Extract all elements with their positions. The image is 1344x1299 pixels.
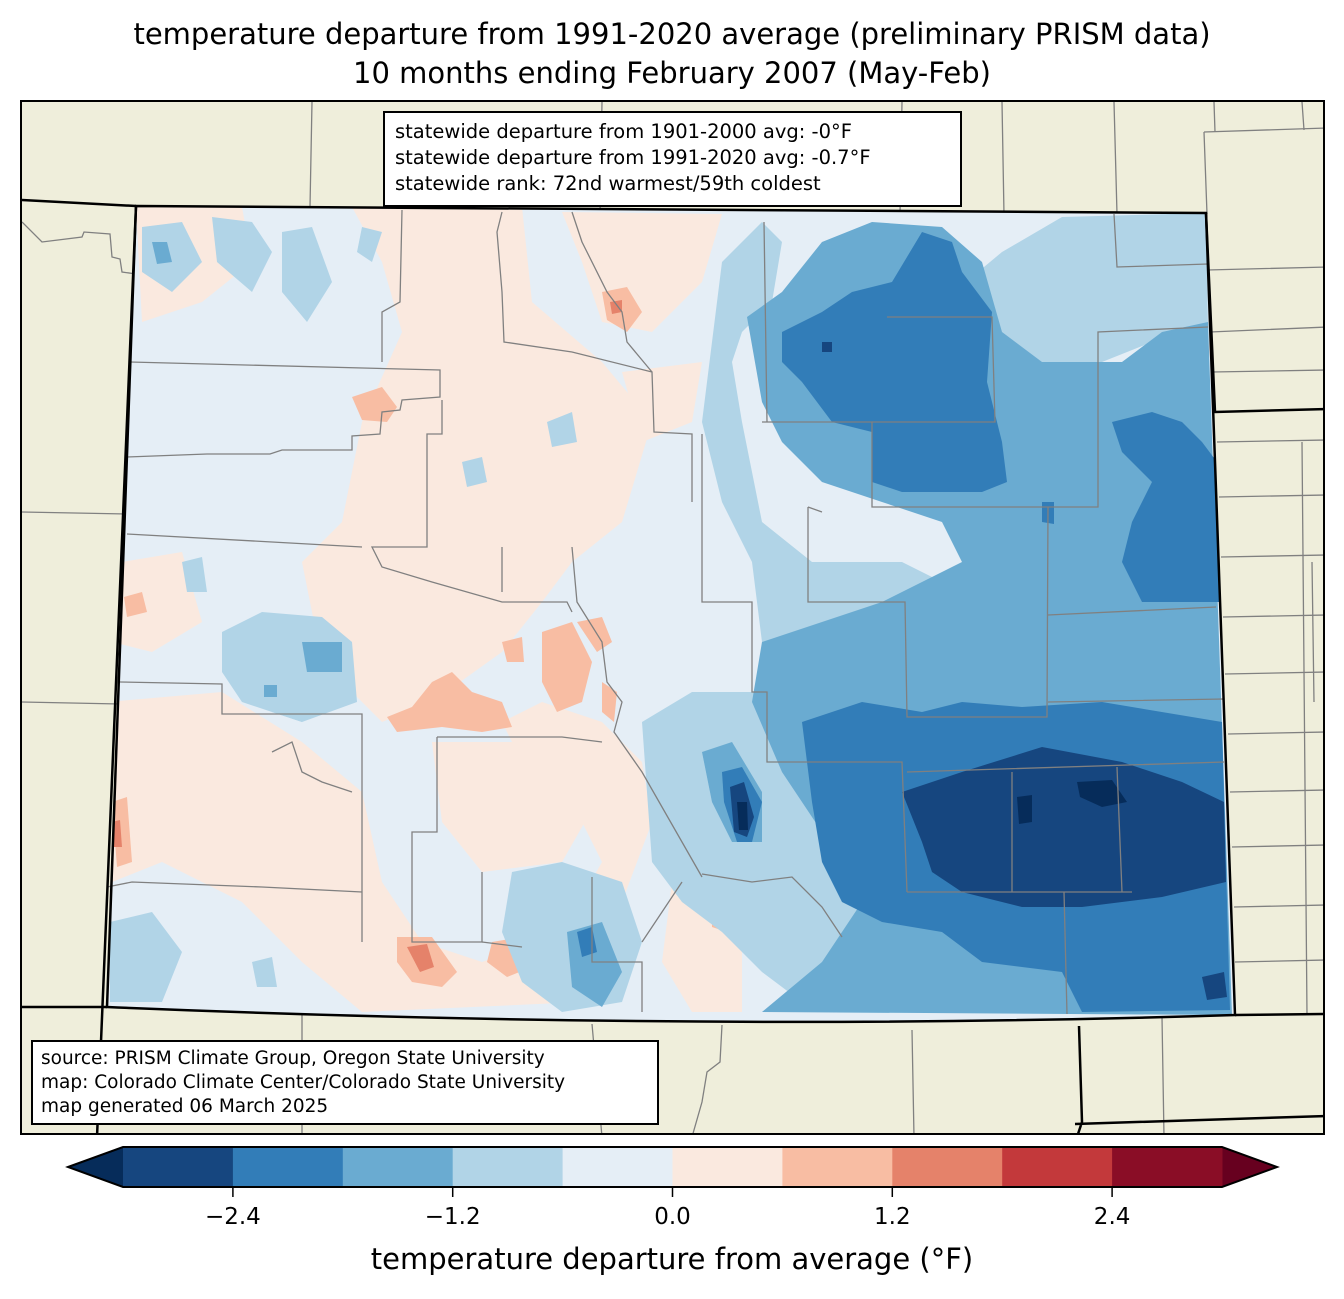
map-canvas: [22, 102, 1323, 1133]
map-credit-line: map: Colorado Climate Center/Colorado St…: [41, 1072, 566, 1093]
map-title-line1: temperature departure from 1991-2020 ave…: [133, 17, 1211, 51]
map-title-line2: 10 months ending February 2007 (May-Feb): [353, 56, 991, 90]
contour-band-below-minus3: [737, 780, 1127, 830]
stat-departure-1991-2020: statewide departure from 1991-2020 avg: …: [395, 146, 871, 169]
state-borders: [22, 198, 1323, 1133]
source-line: source: PRISM Climate Group, Oregon Stat…: [41, 1048, 545, 1069]
colorbar-segment: [1112, 1147, 1223, 1187]
colorbar-segment: [562, 1147, 673, 1187]
colorbar-tick-label: 2.4: [1093, 1204, 1131, 1230]
colorbar-tick-label: −2.4: [204, 1204, 261, 1230]
colorbar-segment: [452, 1147, 564, 1187]
colorbar-tick-label: −1.2: [424, 1204, 481, 1230]
colorbar-segment: [1002, 1147, 1113, 1187]
colorbar-segment: [892, 1147, 1003, 1187]
map-panel: [20, 100, 1325, 1135]
colorbar-title: temperature departure from average (°F): [370, 1242, 974, 1276]
colorbar-tick-label: 0.0: [654, 1204, 691, 1230]
generated-date-line: map generated 06 March 2025: [41, 1096, 329, 1117]
colorbar: [65, 1146, 1280, 1197]
colorbar-over-extend: [1222, 1147, 1277, 1187]
colorbar-segment: [672, 1147, 783, 1187]
stat-rank: statewide rank: 72nd warmest/59th coldes…: [395, 172, 821, 195]
colorbar-segment: [782, 1147, 893, 1187]
colorado-county-lines: [106, 209, 1225, 1015]
source-credit-box: source: PRISM Climate Group, Oregon Stat…: [31, 1040, 659, 1125]
colorbar-segment: [123, 1147, 234, 1187]
colorbar-outline: [65, 1146, 1280, 1188]
statewide-stats-box: statewide departure from 1901-2000 avg: …: [383, 111, 962, 207]
colorbar-under-extend: [68, 1147, 123, 1187]
stat-departure-1901-2000: statewide departure from 1901-2000 avg: …: [395, 120, 852, 143]
colorbar-segment: [342, 1147, 454, 1187]
temperature-contours: [107, 206, 1235, 1022]
colorbar-segment: [232, 1147, 344, 1187]
colorbar-tick-label: 1.2: [874, 1204, 911, 1230]
